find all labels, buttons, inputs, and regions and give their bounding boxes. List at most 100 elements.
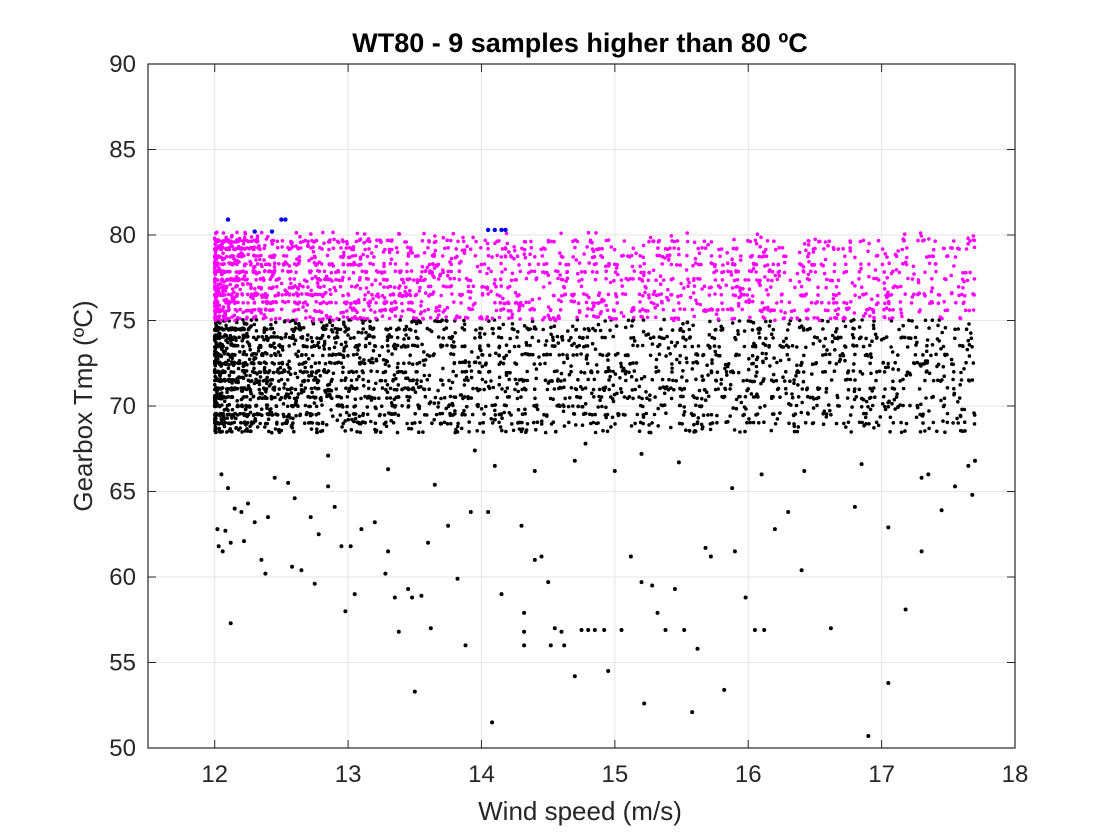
- data-point: [746, 387, 750, 391]
- data-point: [734, 352, 739, 357]
- data-point: [771, 327, 776, 332]
- data-point: [329, 271, 334, 275]
- data-point: [367, 304, 371, 308]
- data-point: [269, 382, 273, 386]
- data-point: [280, 370, 285, 375]
- data-point: [909, 301, 914, 305]
- data-point: [800, 387, 805, 391]
- data-point: [764, 356, 768, 361]
- data-point: [248, 397, 253, 402]
- data-point: [376, 292, 380, 296]
- data-point: [445, 343, 449, 348]
- data-point: [904, 421, 909, 426]
- data-point: [450, 292, 454, 296]
- data-point: [213, 311, 217, 316]
- data-point: [394, 376, 398, 381]
- data-point: [809, 269, 813, 274]
- data-point: [713, 263, 717, 267]
- data-point: [875, 293, 880, 298]
- data-point: [762, 420, 766, 425]
- data-point: [580, 336, 585, 341]
- data-point: [647, 293, 651, 297]
- data-point: [441, 336, 446, 340]
- data-point: [752, 628, 757, 632]
- data-point: [317, 317, 322, 322]
- data-point: [221, 231, 226, 235]
- data-point: [309, 386, 314, 391]
- data-point: [508, 336, 512, 341]
- data-point: [481, 420, 486, 425]
- data-point: [387, 364, 391, 368]
- data-point: [652, 412, 657, 417]
- data-point: [580, 423, 585, 428]
- data-point: [419, 299, 424, 304]
- data-point: [273, 345, 277, 350]
- data-point: [384, 387, 388, 392]
- data-point: [605, 429, 610, 434]
- data-point: [562, 424, 567, 428]
- data-point: [880, 402, 885, 406]
- data-point: [685, 379, 689, 383]
- data-point: [846, 420, 851, 425]
- data-point: [523, 255, 528, 260]
- data-point: [690, 307, 695, 312]
- data-point: [955, 416, 959, 421]
- data-point: [382, 301, 386, 305]
- data-point: [235, 230, 239, 235]
- data-point: [421, 387, 426, 391]
- data-point: [787, 300, 792, 305]
- data-point: [350, 254, 355, 258]
- data-point: [296, 307, 301, 312]
- data-point: [434, 305, 439, 310]
- data-point: [662, 403, 667, 407]
- data-point: [631, 343, 635, 348]
- data-point: [378, 282, 383, 286]
- data-point: [286, 370, 291, 374]
- data-point: [872, 326, 876, 331]
- data-point: [608, 280, 613, 285]
- data-point: [262, 269, 267, 274]
- data-point: [302, 278, 307, 283]
- data-point: [375, 369, 380, 374]
- data-point: [282, 414, 286, 419]
- data-point: [406, 336, 411, 341]
- data-point: [446, 246, 451, 250]
- data-point: [736, 370, 741, 375]
- data-point: [449, 421, 453, 426]
- data-point: [654, 293, 659, 298]
- data-point: [832, 269, 837, 274]
- data-point: [872, 319, 876, 323]
- data-point: [287, 365, 291, 370]
- data-point: [599, 395, 604, 399]
- data-point: [262, 246, 267, 251]
- data-point: [270, 254, 274, 258]
- data-point: [675, 340, 680, 345]
- data-point: [278, 353, 283, 358]
- data-point: [953, 336, 957, 341]
- data-point: [716, 317, 721, 321]
- data-point: [226, 292, 231, 297]
- data-point: [695, 352, 699, 356]
- data-point: [273, 253, 277, 258]
- data-point: [331, 264, 336, 268]
- data-point: [933, 239, 937, 243]
- data-point: [252, 366, 256, 371]
- data-point: [938, 315, 943, 319]
- data-point: [430, 253, 435, 258]
- data-point: [510, 271, 515, 276]
- data-point: [298, 283, 302, 288]
- data-point: [889, 293, 894, 297]
- data-point: [234, 275, 239, 279]
- data-point: [368, 319, 372, 324]
- data-point: [232, 297, 236, 302]
- data-point: [730, 321, 735, 325]
- data-point: [743, 278, 747, 282]
- data-point: [645, 396, 649, 401]
- data-point: [590, 391, 594, 396]
- data-point: [503, 254, 508, 259]
- data-point: [290, 564, 295, 569]
- data-point: [687, 336, 692, 340]
- data-point: [348, 305, 353, 310]
- data-point: [551, 338, 555, 343]
- data-point: [461, 239, 466, 244]
